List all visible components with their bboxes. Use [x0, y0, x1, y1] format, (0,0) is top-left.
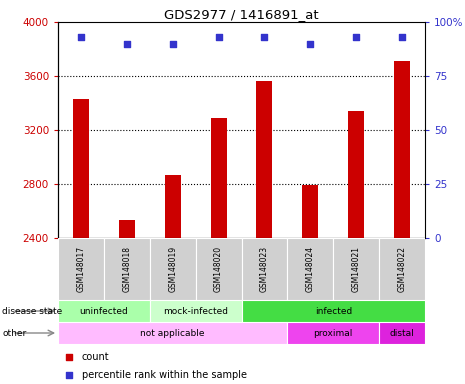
- Text: GSM148022: GSM148022: [398, 246, 406, 292]
- Text: mock-infected: mock-infected: [163, 306, 228, 316]
- Point: [215, 34, 222, 40]
- Point: [261, 34, 268, 40]
- Title: GDS2977 / 1416891_at: GDS2977 / 1416891_at: [164, 8, 319, 21]
- Point: [352, 34, 360, 40]
- Bar: [196, 238, 241, 300]
- Bar: [211, 118, 226, 238]
- Bar: [302, 185, 319, 238]
- Bar: [58, 238, 104, 300]
- Text: GSM148019: GSM148019: [168, 246, 177, 292]
- Point: [306, 41, 314, 47]
- Text: count: count: [82, 352, 109, 362]
- Text: infected: infected: [315, 306, 352, 316]
- Bar: [241, 300, 425, 322]
- Bar: [165, 175, 181, 238]
- Point: [65, 372, 73, 378]
- Bar: [287, 322, 379, 344]
- Text: distal: distal: [390, 328, 414, 338]
- Bar: [241, 238, 287, 300]
- Bar: [256, 81, 272, 238]
- Point: [65, 354, 73, 360]
- Text: proximal: proximal: [313, 328, 353, 338]
- Point: [123, 41, 131, 47]
- Bar: [73, 99, 89, 238]
- Text: disease state: disease state: [2, 306, 63, 316]
- Bar: [333, 238, 379, 300]
- Text: GSM148017: GSM148017: [76, 246, 86, 292]
- Bar: [58, 322, 287, 344]
- Point: [77, 34, 85, 40]
- Bar: [104, 238, 150, 300]
- Bar: [379, 322, 425, 344]
- Bar: [287, 238, 333, 300]
- Point: [399, 34, 406, 40]
- Bar: [150, 300, 241, 322]
- Text: GSM148018: GSM148018: [122, 246, 131, 292]
- Text: GSM148023: GSM148023: [260, 246, 269, 292]
- Bar: [119, 220, 135, 238]
- Text: not applicable: not applicable: [140, 328, 205, 338]
- Text: GSM148021: GSM148021: [352, 246, 361, 292]
- Text: percentile rank within the sample: percentile rank within the sample: [82, 370, 247, 380]
- Text: other: other: [2, 328, 27, 338]
- Bar: [394, 61, 410, 238]
- Text: GSM148020: GSM148020: [214, 246, 223, 292]
- Text: uninfected: uninfected: [80, 306, 128, 316]
- Text: GSM148024: GSM148024: [306, 246, 315, 292]
- Bar: [58, 300, 150, 322]
- Point: [169, 41, 176, 47]
- Bar: [348, 111, 364, 238]
- Bar: [379, 238, 425, 300]
- Bar: [150, 238, 196, 300]
